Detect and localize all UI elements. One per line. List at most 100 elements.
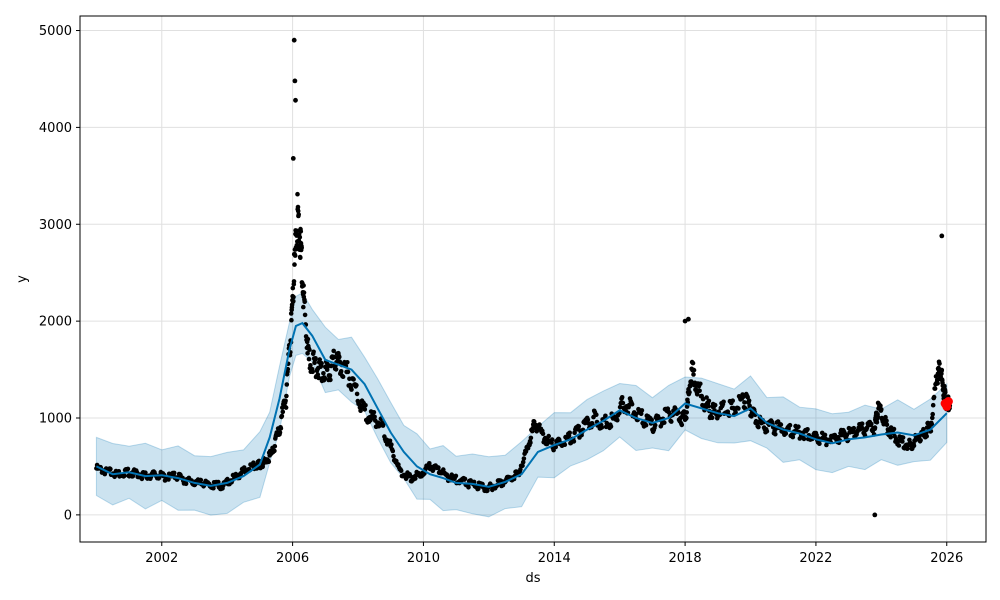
observed-point (896, 443, 902, 448)
observed-point (523, 449, 529, 454)
observed-point (398, 468, 404, 474)
observed-point (937, 361, 942, 366)
observed-point (301, 290, 307, 295)
observed-point (294, 228, 300, 234)
observed-point (639, 408, 645, 413)
observed-point (295, 204, 301, 210)
observed-point (108, 466, 113, 472)
observed-point (372, 414, 377, 420)
observed-point (387, 438, 393, 444)
observed-point (620, 400, 626, 406)
observed-point (851, 425, 857, 431)
observed-point (884, 418, 889, 424)
observed-point (706, 398, 712, 404)
observed-point (679, 422, 685, 428)
y-tick-label: 4000 (39, 121, 72, 136)
observed-point (697, 388, 702, 394)
observed-point (337, 354, 342, 360)
observed-point (289, 317, 294, 323)
observed-point (390, 448, 396, 454)
observed-point (521, 456, 527, 461)
observed-point (307, 347, 312, 353)
observed-point (301, 283, 306, 288)
observed-point (308, 363, 313, 368)
observed-point (340, 374, 346, 380)
observed-point (878, 403, 883, 409)
recent-point (943, 397, 953, 406)
y-tick-label: 5000 (39, 24, 72, 39)
y-tick-label: 1000 (39, 412, 72, 427)
observed-point (773, 431, 778, 437)
observed-point (935, 381, 940, 386)
observed-point (351, 377, 356, 382)
observed-point (742, 400, 747, 405)
observed-point (746, 398, 752, 403)
observed-point (338, 369, 344, 374)
observed-point (733, 410, 738, 415)
plot-frame (79, 15, 987, 543)
observed-point (291, 279, 297, 284)
observed-point (930, 415, 935, 421)
observed-point (329, 363, 334, 369)
observed-point (130, 473, 136, 479)
observed-point (331, 348, 337, 354)
x-tick-label: 2002 (145, 551, 178, 566)
observed-point (643, 422, 649, 428)
observed-point (756, 424, 761, 430)
observed-point (567, 430, 572, 436)
y-tick-label: 2000 (39, 315, 72, 330)
observed-point (918, 438, 923, 443)
observed-point (874, 420, 880, 425)
observed-point (362, 407, 368, 412)
observed-point (736, 406, 741, 411)
observed-point (883, 414, 888, 420)
observed-point (875, 414, 881, 420)
observed-point (354, 391, 360, 397)
observed-point (298, 255, 303, 260)
observed-point (277, 430, 283, 435)
observed-point (143, 470, 148, 476)
observed-point (891, 426, 897, 432)
observed-point (805, 427, 810, 432)
outlier-point (293, 97, 298, 103)
observed-point (295, 208, 301, 214)
observed-point (872, 425, 878, 430)
observed-point (629, 401, 635, 407)
observed-point (689, 379, 694, 384)
observed-point (166, 477, 171, 482)
observed-point (540, 431, 546, 437)
observed-point (313, 356, 318, 361)
observed-point (296, 212, 302, 217)
observed-point (462, 476, 468, 482)
observed-point (684, 415, 689, 421)
forecast-trend-line (95, 321, 948, 488)
observed-point (278, 426, 284, 431)
observed-point (345, 369, 351, 375)
observed-point (721, 399, 726, 405)
y-axis-ticks: 0 1000 2000 3000 4000 5000 (39, 24, 80, 523)
observed-point (321, 371, 326, 376)
observed-point (306, 356, 312, 362)
observed-point (619, 395, 625, 400)
observed-point (930, 402, 936, 408)
observed-point (345, 360, 350, 365)
observed-point (698, 381, 703, 387)
outlier-point (872, 512, 878, 518)
forecast-line (95, 321, 948, 488)
observed-point (292, 253, 298, 258)
observed-point (280, 409, 286, 415)
observed-point (562, 442, 568, 448)
y-axis-label: y (15, 275, 30, 283)
observed-point (930, 411, 935, 417)
observed-point (709, 415, 715, 421)
observed-point (291, 298, 296, 304)
observed-point (939, 367, 945, 373)
observed-point (599, 425, 605, 430)
observed-point (292, 262, 297, 267)
observed-point (371, 410, 377, 415)
outlier-point (290, 156, 296, 161)
observed-point (171, 470, 177, 476)
observed-point (704, 395, 709, 400)
observed-point (571, 439, 577, 444)
observed-point (476, 486, 481, 492)
